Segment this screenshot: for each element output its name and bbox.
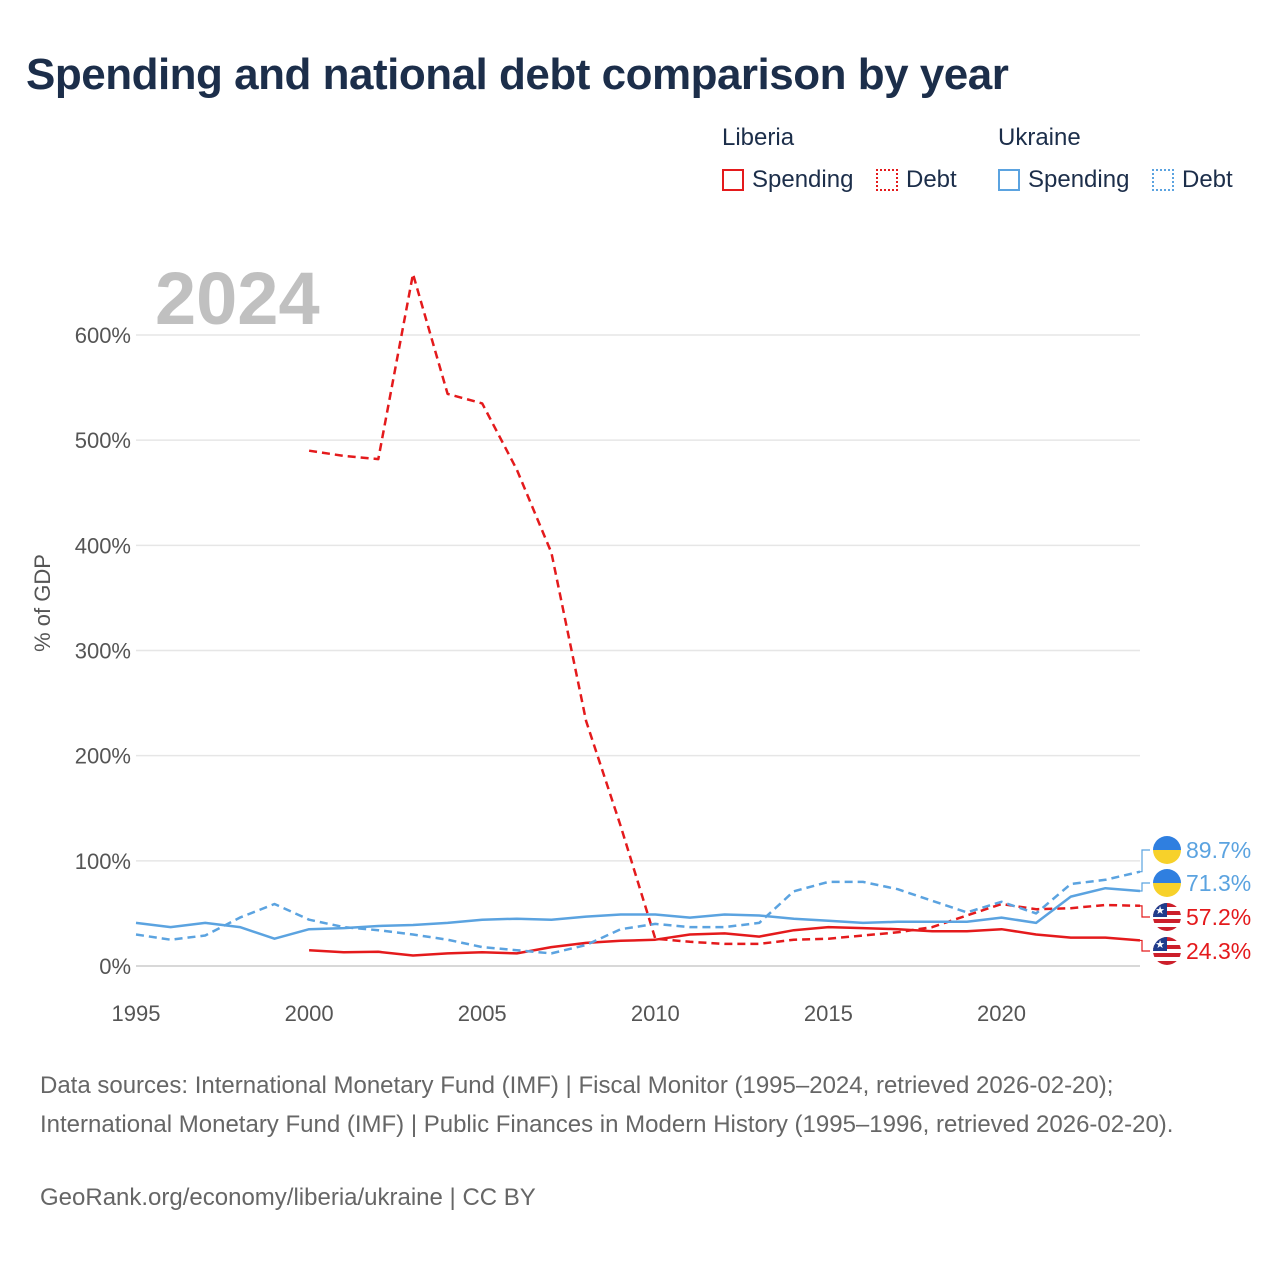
- y-axis-label: % of GDP: [30, 554, 55, 652]
- svg-text:★: ★: [1155, 905, 1165, 917]
- svg-text:★: ★: [1155, 939, 1165, 951]
- y-tick-label: 200%: [75, 744, 131, 769]
- legend-ukraine-debt[interactable]: Debt: [1152, 166, 1233, 194]
- legend-dotted-swatch-icon: [1152, 169, 1174, 191]
- y-tick-label: 600%: [75, 323, 131, 348]
- legend-liberia-spending[interactable]: Spending: [722, 166, 853, 194]
- series-line-ukraine-spending[interactable]: [135, 886, 1141, 940]
- legend-label: Spending: [1028, 166, 1130, 193]
- x-tick-label: 2005: [458, 1001, 507, 1026]
- legend-liberia-debt[interactable]: Debt: [876, 166, 957, 194]
- end-label-connector: [1140, 939, 1150, 952]
- ukraine-flag-icon: [1153, 869, 1181, 897]
- liberia-flag-icon: ★: [1153, 903, 1181, 931]
- x-tick-label: 2000: [285, 1001, 334, 1026]
- y-tick-label: 0%: [99, 954, 131, 979]
- legend-group-liberia: Liberia: [722, 124, 795, 151]
- ukraine-flag-icon: [1153, 836, 1181, 864]
- line-chart: 2024 % of GDP 0% 100% 200% 300% 400% 500% 600%…: [30, 257, 1251, 1026]
- x-tick-label: 1995: [112, 1001, 161, 1026]
- x-tick-label: 2020: [977, 1001, 1026, 1026]
- year-label: 2024: [155, 257, 320, 340]
- liberia-flag-icon: ★: [1153, 937, 1181, 965]
- legend-label: Debt: [906, 166, 957, 193]
- series-line-liberia-debt[interactable]: [308, 272, 1141, 946]
- end-label-connector: [1140, 849, 1150, 873]
- series-line-liberia-spending[interactable]: [309, 925, 1141, 957]
- end-value-label: 71.3%: [1186, 870, 1251, 896]
- y-tick-label: 100%: [75, 849, 131, 874]
- legend-dotted-swatch-icon: [876, 169, 898, 191]
- series-line-ukraine-debt[interactable]: [135, 870, 1141, 955]
- end-value-label: 57.2%: [1186, 904, 1251, 930]
- x-tick-label: 2010: [631, 1001, 680, 1026]
- legend-ukraine-spending[interactable]: Spending: [998, 166, 1129, 194]
- legend-solid-swatch-icon: [722, 169, 744, 191]
- legend-label: Spending: [752, 166, 854, 193]
- end-label-connector: [1140, 882, 1150, 892]
- x-tick-label: 2015: [804, 1001, 853, 1026]
- y-tick-label: 300%: [75, 639, 131, 664]
- end-value-label: 24.3%: [1186, 938, 1251, 964]
- y-tick-label: 400%: [75, 533, 131, 558]
- legend-group-ukraine: Ukraine: [998, 124, 1081, 151]
- chart-title: Spending and national debt comparison by…: [26, 50, 1009, 99]
- end-label-connector: [1140, 905, 1150, 918]
- y-tick-label: 500%: [75, 428, 131, 453]
- end-value-label: 89.7%: [1186, 837, 1251, 863]
- data-sources: Data sources: International Monetary Fun…: [40, 1072, 1174, 1138]
- credit-link[interactable]: GeoRank.org/economy/liberia/ukraine | CC…: [40, 1184, 536, 1211]
- legend-solid-swatch-icon: [998, 169, 1020, 191]
- legend-label: Debt: [1182, 166, 1233, 193]
